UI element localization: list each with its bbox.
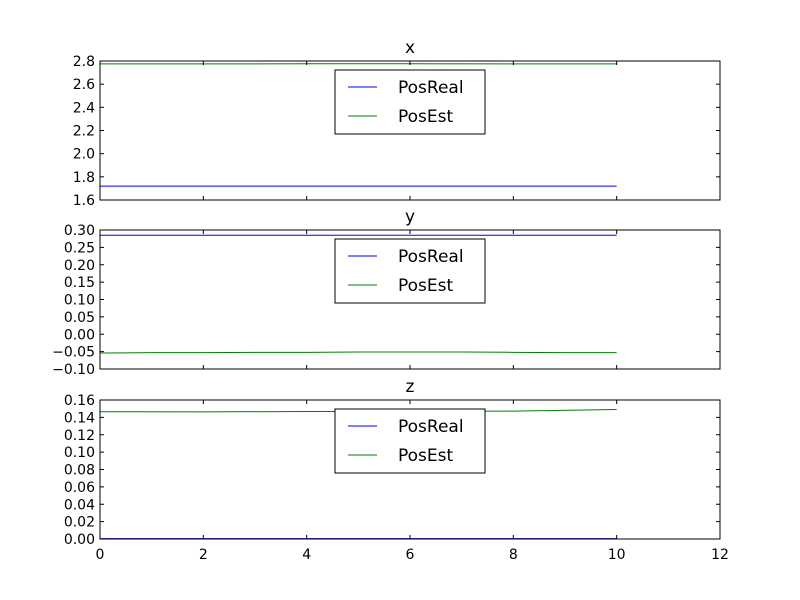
y-tick-label: −0.05 (52, 345, 95, 361)
legend-label-posest: PosEst (398, 276, 454, 296)
subplot-title: z (406, 377, 415, 397)
y-tick-label: 0.30 (64, 223, 95, 239)
y-tick-label: 0.16 (64, 393, 95, 409)
y-tick-label: 1.6 (73, 193, 95, 209)
subplot-title: y (405, 207, 415, 227)
y-tick-label: 0.10 (64, 445, 95, 461)
y-tick-label: 0.15 (64, 275, 95, 291)
y-tick-label: 1.8 (73, 170, 95, 186)
y-tick-label: 0.00 (64, 532, 95, 548)
legend-label-posreal: PosReal (398, 78, 464, 98)
legend-box (334, 69, 486, 135)
y-tick-label: 2.4 (73, 100, 95, 116)
y-tick-label: 0.12 (64, 428, 95, 444)
y-tick-label: 2.8 (73, 54, 95, 70)
x-tick-label: 10 (608, 547, 626, 563)
x-tick-label: 12 (711, 547, 729, 563)
y-tick-label: 0.08 (64, 463, 95, 479)
y-tick-label: 2.6 (73, 77, 95, 93)
series-line-posest-y (99, 351, 617, 354)
x-tick-label: 0 (96, 547, 105, 563)
y-tick-label: 0.10 (64, 293, 95, 309)
legend: PosReal PosEst (334, 238, 486, 304)
y-tick-label: 2.2 (73, 124, 95, 140)
y-tick-label: 0.14 (64, 410, 95, 426)
x-tick-label: 8 (509, 547, 518, 563)
y-tick-label: 0.02 (64, 515, 95, 531)
y-tick-label: −0.10 (52, 362, 95, 378)
legend-label-posreal: PosReal (398, 417, 464, 437)
subplot-y: −0.10−0.050.000.050.100.150.200.250.30yP… (52, 207, 721, 378)
subplot-x: 1.6 1.8 2.0 2.2 2.4 2.6 2.8 x PosReal PosEst (73, 38, 721, 209)
legend-label-posreal: PosReal (398, 247, 464, 267)
y-tick-label: 0.20 (64, 258, 95, 274)
y-tick-label: 0.05 (64, 310, 95, 326)
x-tick-label: 6 (406, 547, 415, 563)
y-tick-label: 0.06 (64, 480, 95, 496)
subplot-title: x (405, 38, 415, 58)
y-tick-label: 0.04 (64, 497, 95, 513)
legend-box (334, 238, 486, 304)
subplot-z: 0.000.02 0.040.060.08 0.100.12 0.140.16 0 2 4 6… (64, 377, 729, 563)
x-tick-label: 2 (199, 547, 208, 563)
x-tick-label: 4 (302, 547, 311, 563)
legend: PosReal PosEst (334, 408, 486, 474)
legend: PosReal PosEst (334, 69, 486, 135)
legend-label-posest: PosEst (398, 446, 454, 466)
legend-label-posest: PosEst (398, 107, 454, 127)
legend-box (334, 408, 486, 474)
y-tick-label: 2.0 (73, 147, 95, 163)
y-tick-label: 0.00 (64, 327, 95, 343)
y-tick-label: 0.25 (64, 240, 95, 256)
